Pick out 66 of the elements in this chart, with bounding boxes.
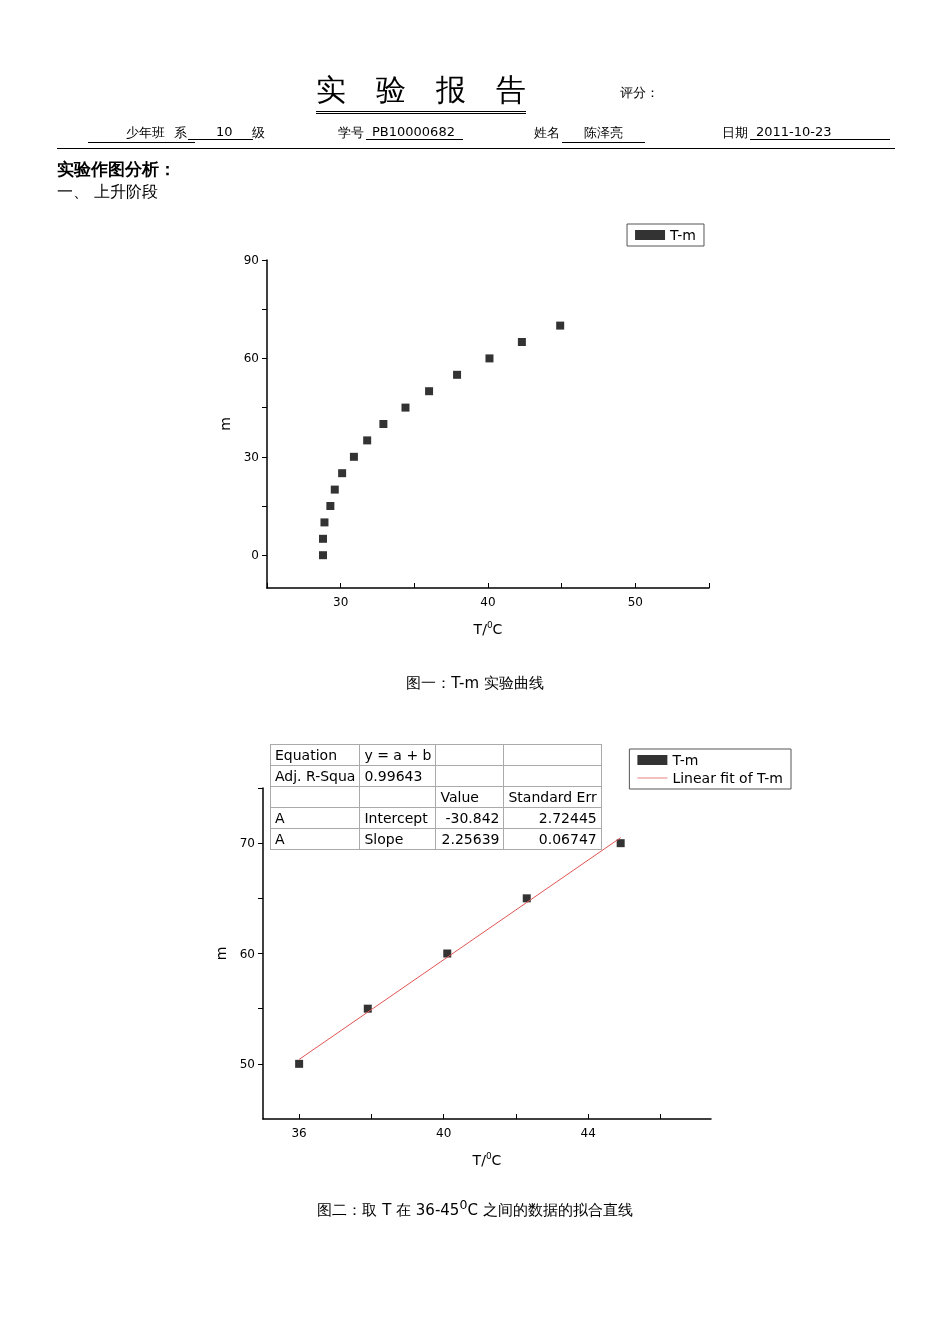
text: 级 [252,124,265,142]
point [453,370,462,379]
x-tick-label: 30 [333,595,349,609]
annotation: Intercept [359,807,436,829]
y-tick-label: 90 [243,253,259,267]
text: Adj. R-Squa [275,768,356,784]
point [379,420,388,428]
y-tick-label: 60 [243,351,259,366]
text: 一、 上升阶段 [57,182,159,203]
point [318,551,327,560]
annotation: 2.25639 [435,828,504,850]
y-tick-label: 30 [243,449,259,464]
text: 0.99643 [364,768,423,784]
text: 学号 [338,124,364,142]
point [363,436,372,445]
text: 陈泽亮 [562,124,645,143]
y-tick-label: 0 [251,548,259,563]
point [349,452,358,461]
annotation: Slope [359,828,436,850]
text: 系 [174,124,187,142]
point [517,338,526,346]
text: 实验作图分析： [57,158,176,181]
point [616,839,625,848]
point [485,354,494,363]
x-tick-label: 40 [436,1126,452,1140]
legend-label: Linear fit of T-m [672,770,784,786]
x-tick-label: 44 [580,1126,596,1140]
annotation: 2.72445 [503,807,602,829]
text: PB10000682 [366,124,463,140]
point [425,387,434,396]
point [338,469,347,478]
point [401,403,410,412]
legend-label: T-m [669,227,697,243]
point [330,485,339,494]
y-tick-label: 70 [239,836,255,851]
y-axis-title: m [213,946,229,961]
text: 少年班 [126,125,165,140]
annotation: Value [435,786,504,808]
text: 姓名 [534,124,560,142]
y-tick-label: 50 [239,1056,255,1071]
point [556,321,565,330]
x-tick-label: 40 [480,595,496,609]
text: 2011-10-23 [750,124,890,140]
annotation: Standard Err [503,786,602,808]
annotation: -30.842 [435,807,504,829]
y-tick-label: 60 [239,946,255,961]
text: y = a + b [364,747,432,763]
point [522,894,531,903]
annotation: 0.06747 [503,828,602,850]
text: 日期 [722,124,748,142]
chart-title: 实 验 报 告 [316,70,526,114]
text: Equation [275,747,338,763]
point [295,1059,304,1068]
x-tick-label: 50 [627,595,643,609]
annotation: A [270,807,360,829]
point [326,502,335,510]
point [320,518,329,527]
y-axis-title: m [217,417,233,431]
annotation: A [270,828,360,850]
text: 评分： [620,84,659,102]
text: 10 [188,124,253,140]
text: 图二：取 T 在 36-45$^{0}$C 之间的数据的拟合直线 [316,1197,634,1220]
point [318,534,327,543]
legend-label: T-m [671,752,699,768]
x-tick-label: 36 [291,1126,307,1140]
text: 图一：T-m 实验曲线 [405,674,545,693]
